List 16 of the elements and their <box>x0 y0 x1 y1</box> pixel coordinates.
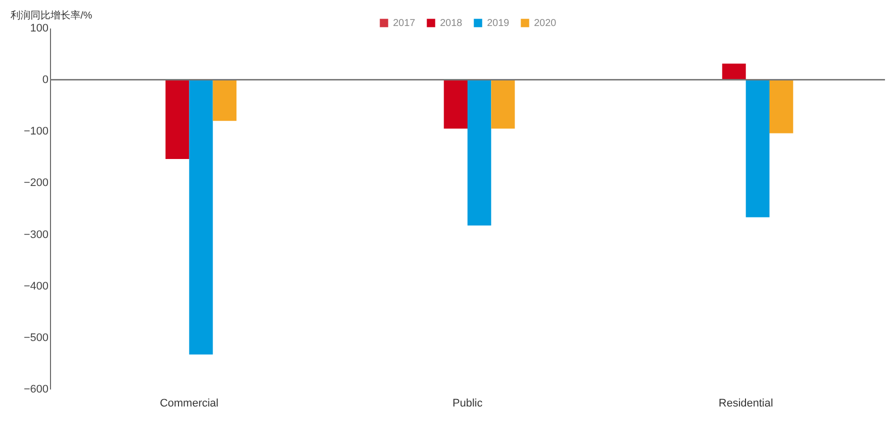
y-tick-label: 0 <box>42 74 48 86</box>
y-tick-label: −200 <box>24 177 48 190</box>
legend-label: 2017 <box>393 18 416 29</box>
y-axis-title: 利润同比增长率/% <box>10 10 92 22</box>
legend-label: 2020 <box>534 18 557 29</box>
x-tick-label: Residential <box>718 398 774 410</box>
y-tick-label: −100 <box>24 126 48 138</box>
y-tick-label: −500 <box>24 332 48 344</box>
x-tick-label: Public <box>452 398 483 410</box>
y-tick-label: 100 <box>30 22 48 34</box>
y-tick-label: −300 <box>24 228 48 241</box>
x-tick-label: Commercial <box>160 398 219 410</box>
y-tick-label: −400 <box>24 280 48 292</box>
y-tick-label: −600 <box>24 384 48 396</box>
legend-label: 2018 <box>440 18 463 29</box>
legend-label: 2019 <box>487 18 510 29</box>
